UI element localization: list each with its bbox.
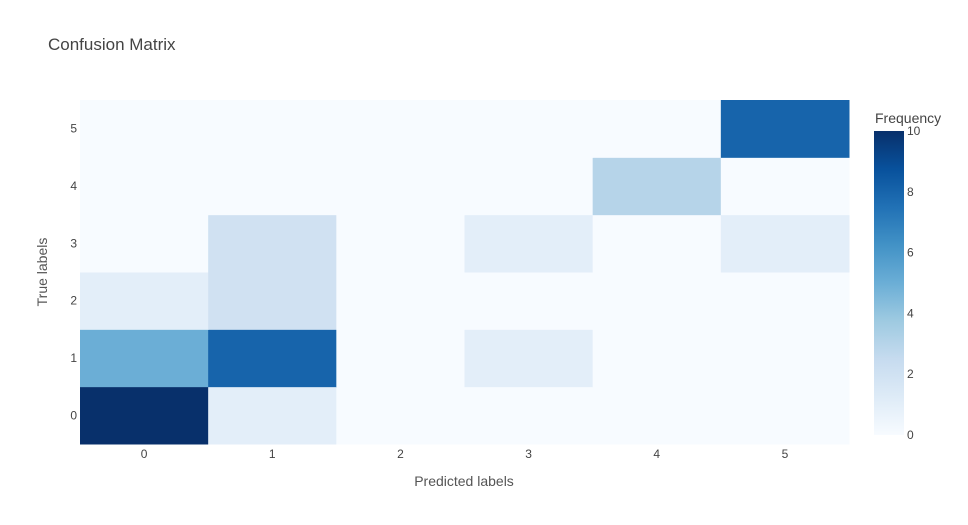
- heatmap-cell-3-1: [208, 214, 337, 273]
- y-tick-label-2: 2: [70, 294, 77, 308]
- heatmap-cell-1-3: [464, 329, 594, 388]
- x-tick-label-3: 3: [525, 447, 532, 461]
- heatmap-cell-1-1: [208, 329, 337, 388]
- heatmap-cell-5-5: [720, 100, 850, 158]
- heatmap-cell-5-1: [208, 100, 337, 158]
- heatmap-cell-0-4: [592, 386, 722, 445]
- colorbar-tick-label-0: 0: [907, 428, 914, 442]
- colorbar-tick-label-3: 6: [907, 246, 914, 260]
- colorbar: [874, 131, 904, 435]
- x-axis-title: Predicted labels: [414, 473, 514, 489]
- x-tick-label-5: 5: [782, 447, 789, 461]
- heatmap-cell-5-2: [336, 100, 465, 158]
- heatmap-cell-4-2: [336, 157, 465, 216]
- heatmap-cell-3-5: [720, 214, 850, 273]
- heatmap-cell-5-3: [464, 100, 594, 158]
- x-tick-label-4: 4: [653, 447, 660, 461]
- y-tick-label-0: 0: [70, 408, 77, 422]
- heatmap-cell-4-3: [464, 157, 594, 216]
- heatmap-cell-0-1: [208, 386, 337, 445]
- colorbar-title: Frequency: [875, 110, 941, 126]
- y-tick-label-5: 5: [70, 122, 77, 136]
- colorbar-tick-label-4: 8: [907, 185, 914, 199]
- heatmap-cells: [80, 100, 850, 445]
- y-axis-ticks: 0 1 2 3 4 5: [70, 122, 77, 423]
- heatmap-cell-3-0: [80, 214, 209, 273]
- heatmap-cell-5-4: [592, 100, 722, 158]
- heatmap-cell-0-3: [464, 386, 594, 445]
- colorbar-tick-label-2: 4: [907, 306, 914, 320]
- heatmap-cell-5-0: [80, 100, 209, 158]
- heatmap-cell-2-5: [720, 272, 850, 330]
- heatmap-cell-4-1: [208, 157, 337, 216]
- heatmap-cell-4-0: [80, 157, 209, 216]
- heatmap-cell-1-2: [336, 329, 465, 388]
- colorbar-tick-label-5: 10: [907, 124, 921, 138]
- x-axis-ticks: 0 1 2 3 4 5: [141, 447, 789, 461]
- heatmap-cell-1-5: [720, 329, 850, 388]
- heatmap-cell-2-3: [464, 272, 594, 330]
- heatmap-cell-3-3: [464, 214, 594, 273]
- heatmap-cell-3-2: [336, 214, 465, 273]
- heatmap-cell-0-5: [720, 386, 850, 445]
- heatmap-cell-0-0: [80, 386, 209, 445]
- heatmap-cell-1-4: [592, 329, 722, 388]
- y-tick-label-1: 1: [70, 351, 77, 365]
- chart-title: Confusion Matrix: [48, 35, 176, 54]
- heatmap-cell-1-0: [80, 329, 209, 388]
- heatmap-cell-2-4: [592, 272, 722, 330]
- heatmap-cell-0-2: [336, 386, 465, 445]
- y-axis-title: True labels: [34, 238, 50, 307]
- x-tick-label-2: 2: [397, 447, 404, 461]
- heatmap-cell-4-5: [720, 157, 850, 216]
- y-tick-label-3: 3: [70, 236, 77, 250]
- y-tick-label-4: 4: [70, 179, 77, 193]
- heatmap-cell-2-2: [336, 272, 465, 330]
- heatmap-cell-4-4: [592, 157, 722, 216]
- colorbar-tick-label-1: 2: [907, 367, 914, 381]
- heatmap-cell-2-1: [208, 272, 337, 330]
- x-tick-label-1: 1: [269, 447, 276, 461]
- heatmap-cell-2-0: [80, 272, 209, 330]
- heatmap-cell-3-4: [592, 214, 722, 273]
- x-tick-label-0: 0: [141, 447, 148, 461]
- colorbar-ticks: 0 2 4 6 8 10: [907, 124, 921, 442]
